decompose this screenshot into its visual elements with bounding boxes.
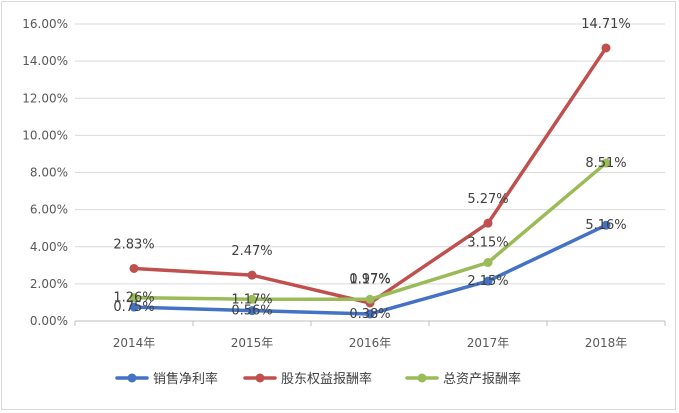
- x-tick-label: 2014年: [113, 336, 156, 350]
- data-label: 2.83%: [113, 237, 154, 252]
- data-label: 1.17%: [349, 272, 390, 287]
- y-tick-label: 2.00%: [30, 277, 68, 291]
- data-point: [601, 220, 611, 230]
- data-point: [601, 158, 611, 168]
- x-tick-label: 2017年: [467, 336, 510, 350]
- data-label: 0.56%: [231, 304, 272, 319]
- y-tick-label: 0.00%: [30, 314, 68, 328]
- x-tick-label: 2016年: [349, 336, 392, 350]
- legend-label: 总资产报酬率: [443, 371, 521, 387]
- data-point: [483, 276, 493, 286]
- data-point: [247, 270, 257, 280]
- data-label: 2.15%: [467, 274, 508, 289]
- legend-label: 销售净利率: [153, 371, 218, 387]
- data-point: [483, 258, 493, 268]
- y-tick-label: 8.00%: [30, 166, 68, 180]
- y-tick-label: 12.00%: [22, 91, 68, 105]
- y-tick-label: 6.00%: [30, 203, 68, 217]
- data-label: 5.16%: [585, 218, 626, 233]
- series-2: [129, 43, 611, 308]
- series-1: [129, 220, 611, 319]
- data-point: [247, 294, 257, 304]
- legend-marker: [255, 373, 265, 383]
- series-3: [129, 158, 611, 304]
- x-tick-label: 2018年: [585, 336, 628, 350]
- data-label: 0.75%: [113, 300, 154, 315]
- data-labels-2: 2.83% 2.47% 0.97% 5.27% 14.71%: [113, 17, 630, 287]
- data-labels-3: 1.26% 1.17% 1.17% 3.15% 8.51%: [113, 156, 626, 307]
- data-point: [129, 263, 139, 273]
- legend-label: 股东权益报酬率: [281, 371, 372, 387]
- y-axis: 0.00% 2.00% 4.00% 6.00% 8.00% 10.00% 12.00% 14.…: [22, 17, 68, 328]
- data-labels-1: 0.75% 0.56% 0.38% 2.15% 5.16%: [113, 218, 626, 322]
- y-tick-label: 4.00%: [30, 240, 68, 254]
- data-label: 14.71%: [581, 17, 631, 32]
- data-point: [129, 293, 139, 303]
- x-axis: 2014年 2015年 2016年 2017年 2018年: [74, 321, 666, 350]
- legend-marker: [417, 373, 427, 383]
- series-line: [132, 46, 608, 305]
- data-point: [601, 43, 611, 53]
- x-tick-label: 2015年: [231, 336, 274, 350]
- data-point: [247, 306, 257, 316]
- data-label: 8.51%: [585, 156, 626, 171]
- legend: 销售净利率 股东权益报酬率 总资产报酬率: [115, 371, 521, 387]
- y-tick-label: 14.00%: [22, 54, 68, 68]
- y-tick-label: 10.00%: [22, 128, 68, 142]
- data-label: 2.47%: [231, 244, 272, 259]
- data-label: 0.97%: [349, 272, 390, 287]
- data-point: [483, 218, 493, 228]
- data-label: 0.38%: [349, 307, 390, 322]
- y-tick-label: 16.00%: [22, 17, 68, 31]
- data-label: 5.27%: [467, 192, 508, 207]
- legend-marker: [127, 373, 137, 383]
- data-point: [365, 294, 375, 304]
- gridlines: [75, 23, 665, 322]
- data-label: 1.26%: [113, 291, 154, 306]
- data-point: [129, 302, 139, 312]
- data-label: 1.17%: [231, 292, 272, 307]
- data-label: 3.15%: [467, 236, 508, 251]
- data-point: [365, 309, 375, 319]
